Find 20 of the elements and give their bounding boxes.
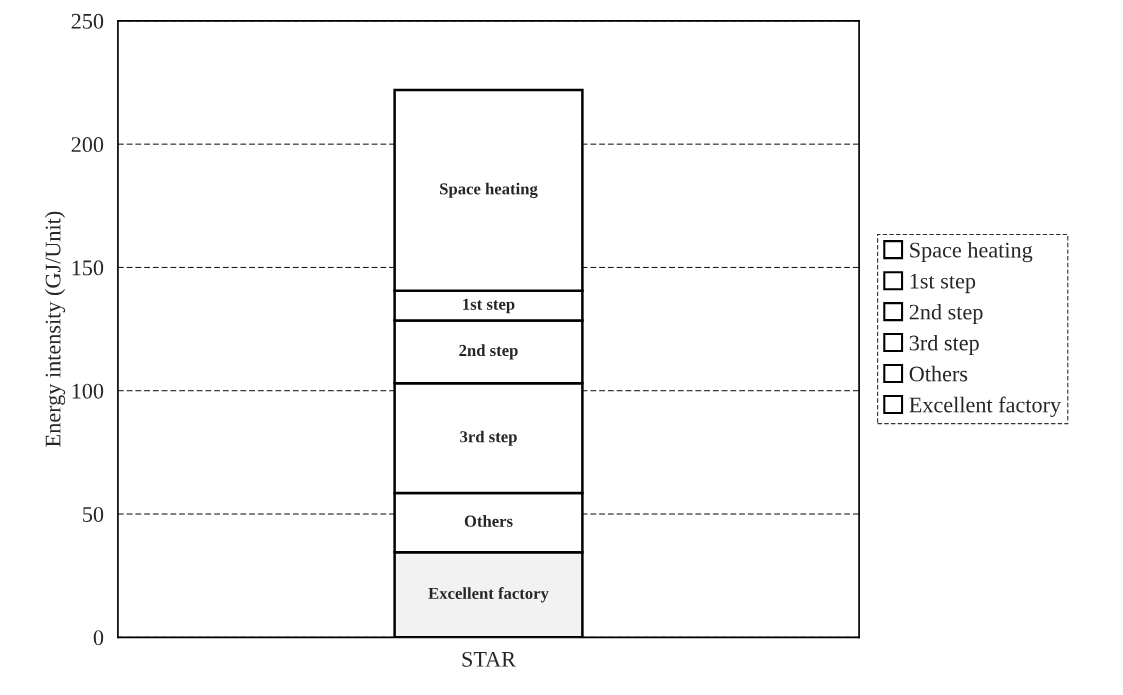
y-tick-label: 0 [93, 630, 104, 646]
y-tick-label: 150 [72, 260, 104, 276]
text: 2nd step [459, 344, 518, 360]
y-tick-label: 100 [72, 383, 104, 399]
x-tick-label: STAR [462, 651, 516, 667]
legend-label: 3rd step [909, 334, 979, 356]
y-axis-title: Energy intensity (GJ/Unit) [44, 211, 66, 447]
y-tick-label: 50 [83, 506, 104, 522]
legend-label: Space heating [910, 241, 1033, 263]
legend-label: 1st step [910, 273, 976, 294]
legend-label: Excellent factory [909, 396, 1062, 418]
text: 1st step [463, 298, 515, 314]
y-tick-label: 250 [71, 13, 104, 29]
text: Others [464, 515, 513, 527]
text: Space heating [440, 182, 538, 198]
y-tick-label: 200 [71, 137, 104, 153]
legend-label: Others [909, 365, 968, 382]
legend-label: 2nd step [909, 303, 983, 325]
text: Excellent factory [428, 587, 549, 603]
text: 3rd step [460, 430, 517, 446]
